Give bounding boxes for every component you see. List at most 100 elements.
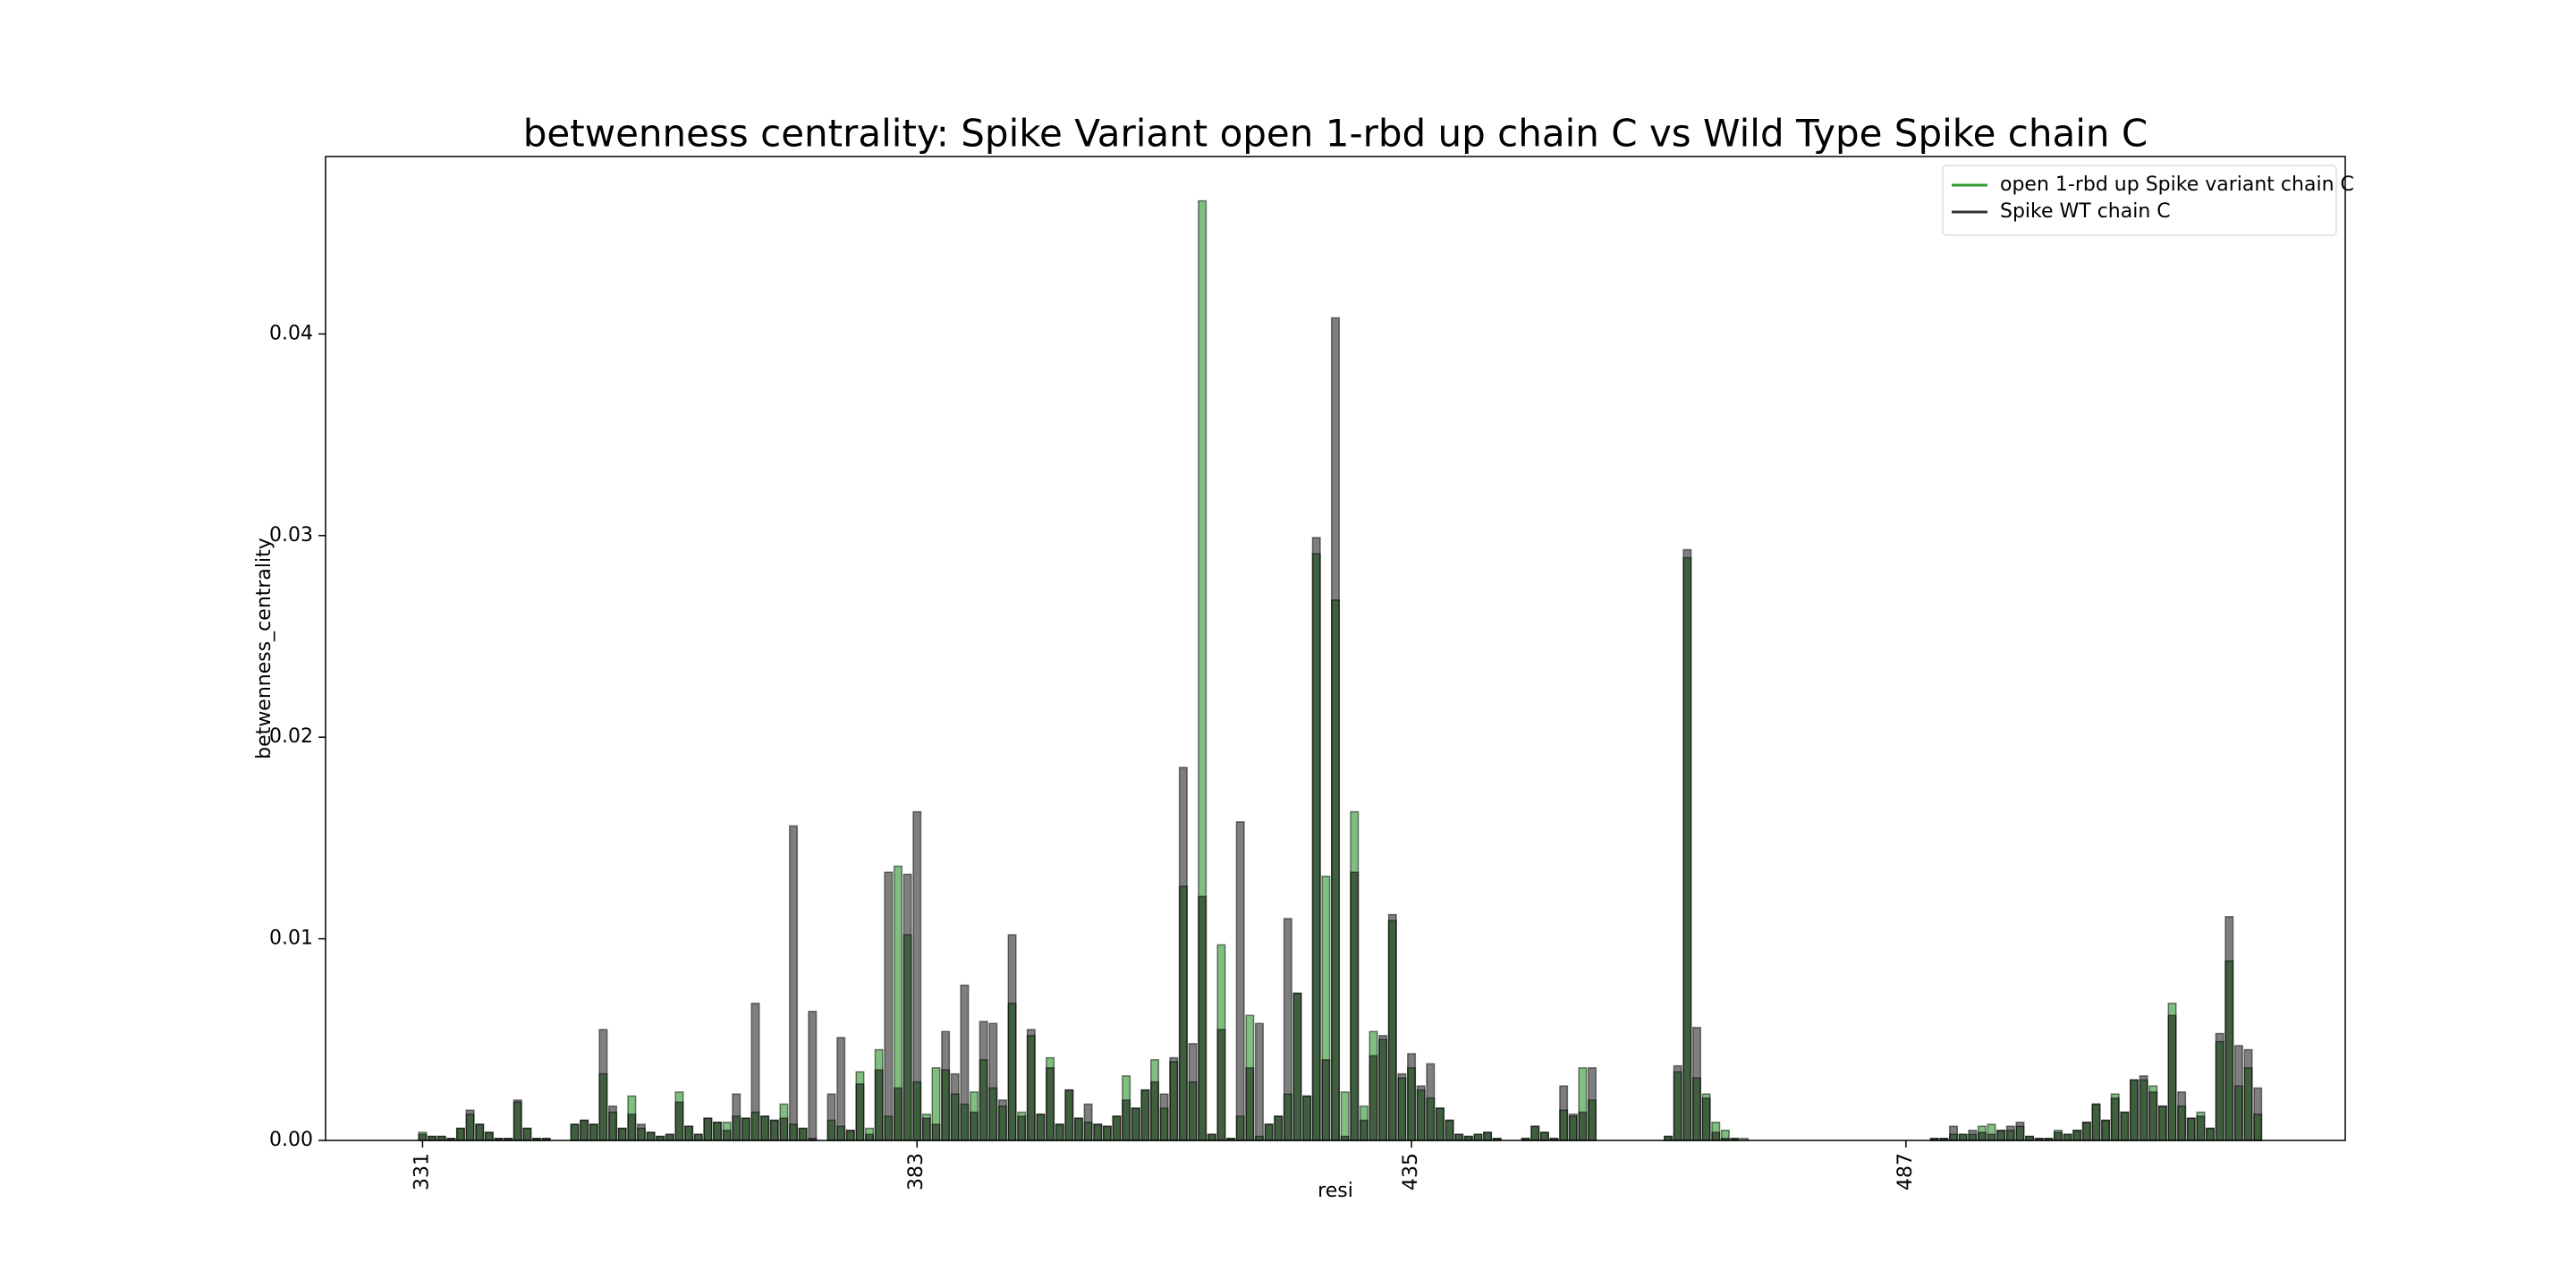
bar	[836, 1037, 846, 1141]
bar	[2091, 1103, 2101, 1141]
bar	[2063, 1133, 2072, 1141]
bar	[1711, 1131, 1721, 1141]
bar	[1483, 1131, 1493, 1141]
bar	[617, 1127, 627, 1141]
bar	[884, 871, 894, 1141]
bar	[2233, 1045, 2243, 1141]
bar	[570, 1123, 580, 1141]
bar	[1682, 548, 1692, 1141]
bar	[845, 1129, 855, 1141]
bar	[779, 1117, 789, 1141]
bar	[1131, 1107, 1140, 1141]
bar	[2253, 1087, 2263, 1141]
bar	[2110, 1097, 2120, 1141]
bar	[2015, 1121, 2025, 1141]
chart-title: betwenness centrality: Spike Variant ope…	[523, 112, 2148, 156]
bar	[1036, 1113, 1046, 1141]
bar	[2224, 916, 2234, 1141]
bar	[1216, 1029, 1226, 1141]
bar	[732, 1093, 741, 1141]
bar	[960, 984, 970, 1141]
bar	[1387, 913, 1397, 1141]
bar	[580, 1119, 589, 1141]
bar	[636, 1123, 646, 1141]
bar	[475, 1123, 485, 1141]
bar	[912, 810, 922, 1141]
bar	[2005, 1125, 2015, 1141]
bar	[1159, 1093, 1169, 1141]
bar	[921, 1117, 931, 1141]
bar	[789, 825, 799, 1141]
bar	[2157, 1105, 2167, 1141]
bar	[674, 1101, 684, 1141]
bar	[902, 873, 912, 1141]
bar	[1454, 1133, 1464, 1141]
bar	[1311, 537, 1321, 1141]
bar	[1949, 1125, 1959, 1141]
bar	[997, 1099, 1007, 1141]
bar	[1321, 1059, 1331, 1141]
bar	[1340, 1091, 1350, 1141]
bar	[1397, 1072, 1407, 1141]
bar	[893, 1087, 902, 1141]
plot-frame	[325, 156, 2346, 1141]
bar	[865, 1133, 875, 1141]
bar	[646, 1131, 656, 1141]
bar	[465, 1109, 475, 1141]
bar	[874, 1069, 884, 1141]
x-tick-label: 487	[1894, 1153, 1917, 1191]
bar	[1350, 871, 1360, 1141]
bar	[2053, 1131, 2063, 1141]
bar	[1691, 1027, 1701, 1141]
bar	[750, 1002, 760, 1141]
bar	[513, 1099, 522, 1141]
bar	[1073, 1117, 1083, 1141]
bar	[1958, 1133, 1968, 1141]
bar	[1568, 1113, 1578, 1141]
bar	[1359, 1119, 1368, 1141]
bar	[2206, 1127, 2216, 1141]
legend-label: Spike WT chain C	[2000, 200, 2171, 223]
bar	[1330, 317, 1341, 1141]
bar	[1701, 1097, 1711, 1141]
bar	[598, 1029, 608, 1141]
bar	[760, 1115, 770, 1141]
y-tick-label: 0.00	[269, 1129, 313, 1151]
bar	[1435, 1107, 1445, 1141]
bar	[608, 1105, 618, 1141]
bar	[455, 1127, 465, 1141]
y-tick-label: 0.02	[269, 725, 313, 748]
bar	[2167, 1014, 2177, 1141]
bar	[1274, 1115, 1284, 1141]
y-tick-label: 0.04	[269, 322, 313, 344]
bar	[1968, 1129, 1978, 1141]
bar	[2072, 1129, 2082, 1141]
bar	[1588, 1067, 1597, 1141]
bar	[1673, 1064, 1682, 1141]
bar	[1426, 1063, 1436, 1141]
bar	[798, 1127, 808, 1141]
y-tick-label: 0.01	[269, 928, 313, 950]
bar	[1977, 1131, 1987, 1141]
bar	[2081, 1121, 2091, 1141]
bar	[627, 1113, 637, 1141]
bar	[1407, 1053, 1417, 1141]
x-tick-label: 331	[411, 1153, 433, 1191]
y-tick-label: 0.03	[269, 524, 313, 547]
bar	[855, 1083, 865, 1141]
bar	[2101, 1119, 2111, 1141]
bar	[1264, 1123, 1274, 1141]
bar	[522, 1127, 532, 1141]
bar	[1017, 1115, 1027, 1141]
bar	[1178, 767, 1188, 1141]
y-axis-label: betwenness_centrality	[253, 538, 275, 759]
bar	[2215, 1032, 2224, 1141]
x-tick-label: 435	[1400, 1153, 1422, 1191]
bar	[1996, 1129, 2006, 1141]
x-tick-label: 383	[905, 1153, 928, 1191]
bar	[826, 1093, 836, 1141]
bar	[808, 1010, 818, 1141]
bar	[1083, 1103, 1093, 1141]
